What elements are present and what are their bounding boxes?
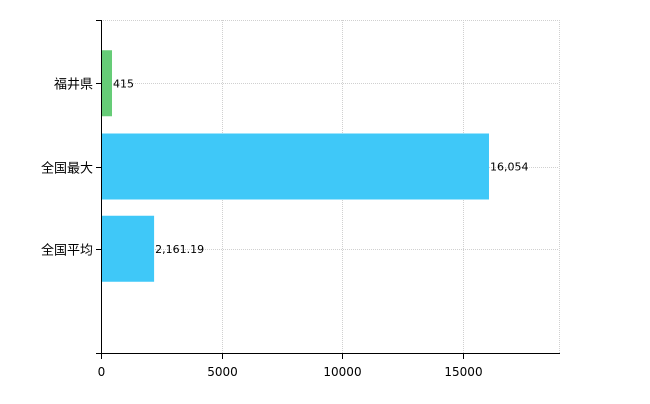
x-tick-label: 15000 [444, 365, 482, 379]
bar-value-label: 2,161.19 [155, 243, 204, 256]
bar-value-label: 16,054 [490, 161, 529, 174]
bar [102, 215, 155, 282]
bars [102, 50, 489, 282]
bar [102, 50, 113, 117]
category-label: 福井県 [54, 78, 93, 93]
axes [96, 20, 560, 359]
x-tick-label: 0 [98, 365, 106, 379]
category-label: 全国最大 [41, 161, 93, 177]
bar [102, 133, 489, 200]
bar-value-label: 415 [113, 77, 134, 90]
category-label: 全国平均 [41, 243, 93, 259]
x-tick-label: 5000 [207, 365, 238, 379]
x-tick-label: 10000 [323, 365, 361, 379]
